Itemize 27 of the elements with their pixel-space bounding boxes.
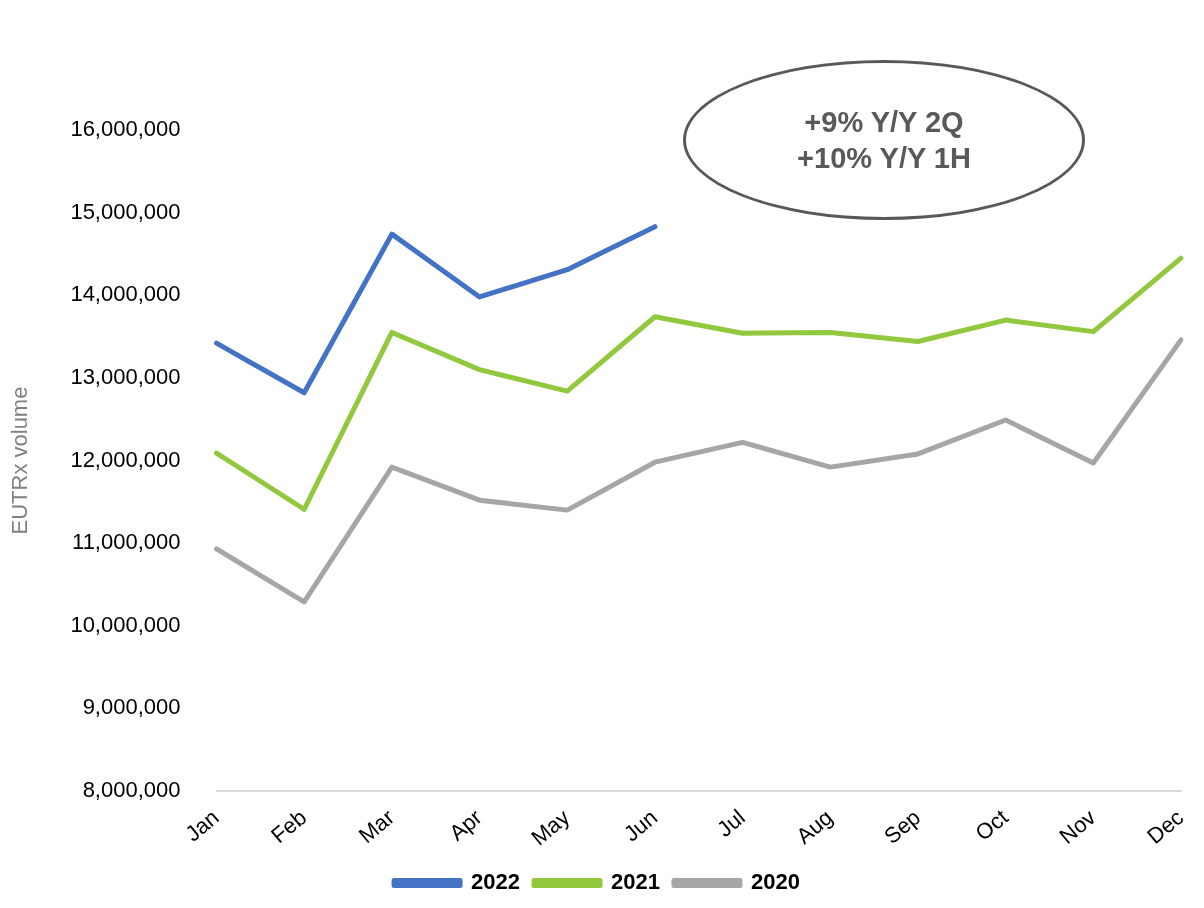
x-tick-label: Sep — [879, 804, 926, 849]
y-tick-label: 12,000,000 — [70, 446, 181, 472]
x-tick-label: Aug — [791, 804, 838, 849]
x-tick-label: Jun — [618, 804, 663, 847]
y-tick-label: 15,000,000 — [70, 198, 181, 224]
y-tick-label: 9,000,000 — [82, 694, 181, 720]
y-tick-label: 10,000,000 — [70, 611, 181, 637]
x-tick-label: Jan — [180, 804, 224, 847]
x-tick-label: Feb — [266, 804, 312, 848]
annotation: +10% Y/Y 1H — [797, 141, 971, 176]
legend-label: 2022 — [471, 869, 521, 895]
y-tick-label: 16,000,000 — [70, 116, 181, 142]
y-tick-label: 13,000,000 — [70, 363, 181, 389]
y-axis-title: EUTRx volume — [7, 386, 33, 535]
y-tick-label: 14,000,000 — [70, 281, 181, 307]
annotation: +9% Y/Y 2Q — [804, 104, 964, 140]
x-tick-label: Apr — [444, 804, 487, 846]
x-tick-label: May — [526, 804, 575, 851]
x-tick-label: Nov — [1054, 804, 1101, 849]
y-tick-label: 8,000,000 — [82, 777, 181, 803]
x-tick-label: Jul — [712, 804, 750, 842]
x-tick-label: Oct — [970, 804, 1013, 846]
x-tick-label: Dec — [1142, 804, 1189, 849]
legend-label: 2020 — [750, 869, 800, 895]
legend-label: 2021 — [611, 869, 660, 895]
x-tick-label: Mar — [353, 804, 399, 848]
y-tick-label: 11,000,000 — [72, 529, 181, 555]
